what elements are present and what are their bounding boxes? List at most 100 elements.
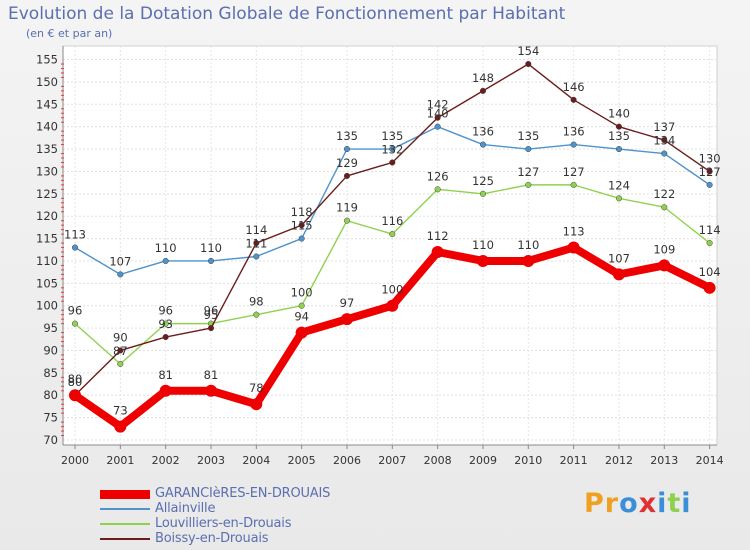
data-label: 98 [249, 295, 264, 309]
y-tick-label: 85 [43, 366, 58, 380]
data-label: 114 [699, 223, 721, 237]
legend-item-louvilliers: Louvilliers-en-Drouais [100, 516, 430, 531]
data-label: 137 [653, 120, 675, 134]
plot-area [62, 45, 718, 446]
data-label: 95 [204, 308, 219, 322]
data-label: 116 [381, 214, 403, 228]
data-label: 111 [245, 236, 267, 250]
data-label: 78 [249, 381, 264, 395]
data-label: 140 [608, 107, 630, 121]
legend-item-garancieres: GARANCIèRES-EN-DROUAIS [100, 486, 430, 501]
y-tick-label: 155 [36, 53, 58, 67]
data-label: 142 [427, 98, 449, 112]
data-label: 93 [158, 317, 173, 331]
logo-letter: i [657, 488, 668, 519]
x-tick-label: 2003 [197, 454, 225, 467]
data-label: 104 [699, 265, 721, 279]
data-label: 73 [113, 404, 128, 418]
data-label: 115 [291, 219, 313, 233]
data-label: 130 [699, 151, 721, 165]
data-label: 119 [336, 201, 358, 215]
data-label: 125 [472, 174, 494, 188]
data-point [71, 244, 79, 251]
data-point [434, 114, 441, 121]
data-point [386, 299, 399, 312]
data-point [570, 181, 577, 188]
x-tick-label: 2001 [106, 454, 134, 467]
x-tick-label: 2009 [469, 454, 497, 467]
y-tick-label: 80 [43, 388, 58, 402]
legend-label-boissy: Boissy-en-Drouais [155, 531, 269, 546]
data-point [389, 231, 396, 238]
data-label: 81 [204, 368, 219, 382]
data-point [431, 246, 444, 259]
data-point [658, 259, 671, 272]
data-point [570, 96, 577, 103]
legend-swatch-boissy [100, 538, 150, 540]
x-tick-label: 2008 [424, 454, 452, 467]
y-tick-label: 120 [36, 209, 58, 223]
logo-letter: t [667, 488, 682, 519]
data-label: 80 [68, 372, 83, 386]
data-label: 129 [336, 156, 358, 170]
data-point [117, 347, 124, 354]
data-point [253, 240, 260, 247]
legend-item-allainville: Allainville [100, 501, 430, 516]
data-label: 96 [204, 304, 219, 318]
y-tick-label: 90 [43, 343, 58, 357]
data-point [525, 181, 532, 188]
data-label: 80 [68, 375, 83, 389]
data-label: 87 [113, 344, 128, 358]
data-point [522, 254, 535, 267]
data-label: 96 [68, 304, 83, 318]
data-point [69, 389, 81, 402]
data-label: 127 [517, 165, 539, 179]
logo-letter: P [584, 488, 605, 519]
data-point [298, 222, 305, 229]
logo-letter: x [638, 488, 658, 519]
data-point [207, 257, 215, 265]
data-label: 135 [381, 129, 403, 143]
legend: GARANCIèRES-EN-DROUAIS Allainville Louvi… [100, 486, 430, 546]
data-label: 122 [653, 187, 675, 201]
data-label: 134 [653, 134, 675, 148]
legend-label-louvilliers: Louvilliers-en-Drouais [155, 516, 292, 531]
data-label: 96 [158, 304, 173, 318]
legend-swatch-louvilliers [100, 523, 150, 525]
logo-letter: r [604, 488, 620, 519]
data-point [703, 281, 716, 294]
data-label: 113 [64, 228, 86, 242]
data-point [117, 360, 124, 367]
data-label: 110 [517, 238, 539, 252]
y-tick-label: 150 [36, 75, 58, 89]
legend-item-boissy: Boissy-en-Drouais [100, 531, 430, 546]
legend-label-garancieres: GARANCIèRES-EN-DROUAIS [155, 486, 331, 501]
data-label: 110 [472, 238, 494, 252]
data-label: 127 [699, 165, 721, 179]
data-label: 127 [563, 165, 585, 179]
y-tick-label: 140 [36, 120, 58, 134]
legend-swatch-garancieres [100, 490, 150, 499]
y-tick-label: 75 [43, 411, 58, 425]
x-tick-label: 2002 [152, 454, 180, 467]
x-tick-label: 2007 [378, 454, 406, 467]
y-tick-label: 130 [36, 164, 58, 178]
data-point [434, 186, 441, 193]
y-tick-label: 145 [36, 97, 58, 111]
y-tick-label: 125 [36, 187, 58, 201]
data-point [706, 168, 713, 175]
x-tick-label: 2014 [696, 454, 724, 467]
data-label: 114 [245, 223, 267, 237]
data-point [207, 325, 215, 332]
x-tick-label: 2011 [560, 454, 588, 467]
data-label: 146 [563, 80, 585, 94]
data-point [615, 146, 623, 153]
y-tick-label: 105 [36, 276, 58, 290]
data-point [298, 235, 305, 242]
x-tick-label: 2013 [650, 454, 678, 467]
x-tick-label: 2005 [288, 454, 316, 467]
data-label: 100 [381, 283, 403, 297]
data-point [343, 146, 351, 153]
